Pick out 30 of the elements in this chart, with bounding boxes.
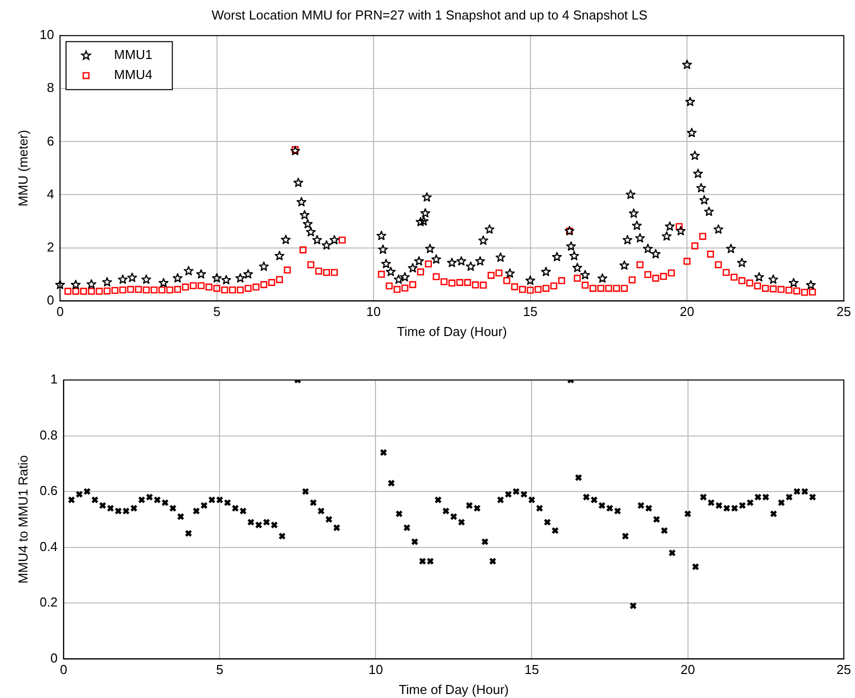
y-tick-label: 6 (46, 133, 54, 148)
y-tick-label: 2 (46, 239, 54, 254)
y-axis-title: MMU4 to MMU1 Ratio (15, 455, 30, 584)
x-tick-label: 20 (680, 662, 695, 678)
x-tick-label: 15 (523, 304, 538, 320)
x-tick-label: 5 (216, 662, 224, 678)
x-tick-label: 0 (60, 662, 68, 678)
y-tick-label: 0.2 (40, 594, 58, 610)
x-tick-label: 5 (213, 304, 220, 320)
y-tick-label: 0 (46, 292, 54, 308)
x-tick-label: 10 (368, 662, 383, 678)
x-tick-label: 20 (680, 304, 694, 320)
x-tick-label: 25 (836, 662, 852, 678)
y-tick-label: 0 (50, 650, 58, 666)
x-tick-label: 25 (836, 304, 852, 320)
y-tick-label: 1 (50, 372, 58, 387)
legend-label: MMU1 (114, 47, 152, 62)
x-axis-title: Time of Day (Hour) (396, 324, 507, 339)
x-tick-label: 15 (524, 662, 539, 678)
chart-title: Worst Location MMU for PRN=27 with 1 Snapshot and up to 4 Snapshot LS (212, 7, 648, 22)
x-tick-label: 10 (366, 304, 381, 320)
y-tick-label: 8 (46, 80, 54, 96)
y-axis-title: MMU (meter) (15, 130, 30, 206)
legend-label: MMU4 (114, 67, 152, 82)
y-tick-label: 4 (46, 186, 54, 202)
y-tick-label: 0.6 (40, 483, 58, 498)
y-tick-label: 0.8 (40, 427, 58, 442)
x-axis-title: Time of Day (Hour) (398, 682, 509, 697)
y-tick-label: 10 (40, 27, 54, 42)
y-tick-label: 0.4 (40, 538, 58, 554)
